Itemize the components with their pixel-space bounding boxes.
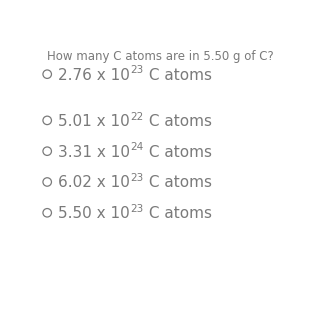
Text: 23: 23 — [130, 173, 143, 183]
Text: 5.50 x 10: 5.50 x 10 — [58, 206, 130, 221]
Text: 23: 23 — [130, 66, 143, 75]
Text: 3.31 x 10: 3.31 x 10 — [58, 145, 130, 160]
Text: 22: 22 — [130, 112, 143, 122]
Text: C atoms: C atoms — [144, 175, 212, 190]
Text: How many C atoms are in 5.50 g of C?: How many C atoms are in 5.50 g of C? — [47, 50, 274, 63]
Text: 24: 24 — [130, 142, 143, 152]
Text: 2.76 x 10: 2.76 x 10 — [58, 68, 130, 83]
Text: 23: 23 — [130, 204, 143, 214]
Text: C atoms: C atoms — [144, 114, 212, 129]
Text: C atoms: C atoms — [144, 68, 212, 83]
Text: 5.01 x 10: 5.01 x 10 — [58, 114, 130, 129]
Text: C atoms: C atoms — [144, 145, 212, 160]
Text: C atoms: C atoms — [144, 206, 212, 221]
Text: 6.02 x 10: 6.02 x 10 — [58, 175, 130, 190]
